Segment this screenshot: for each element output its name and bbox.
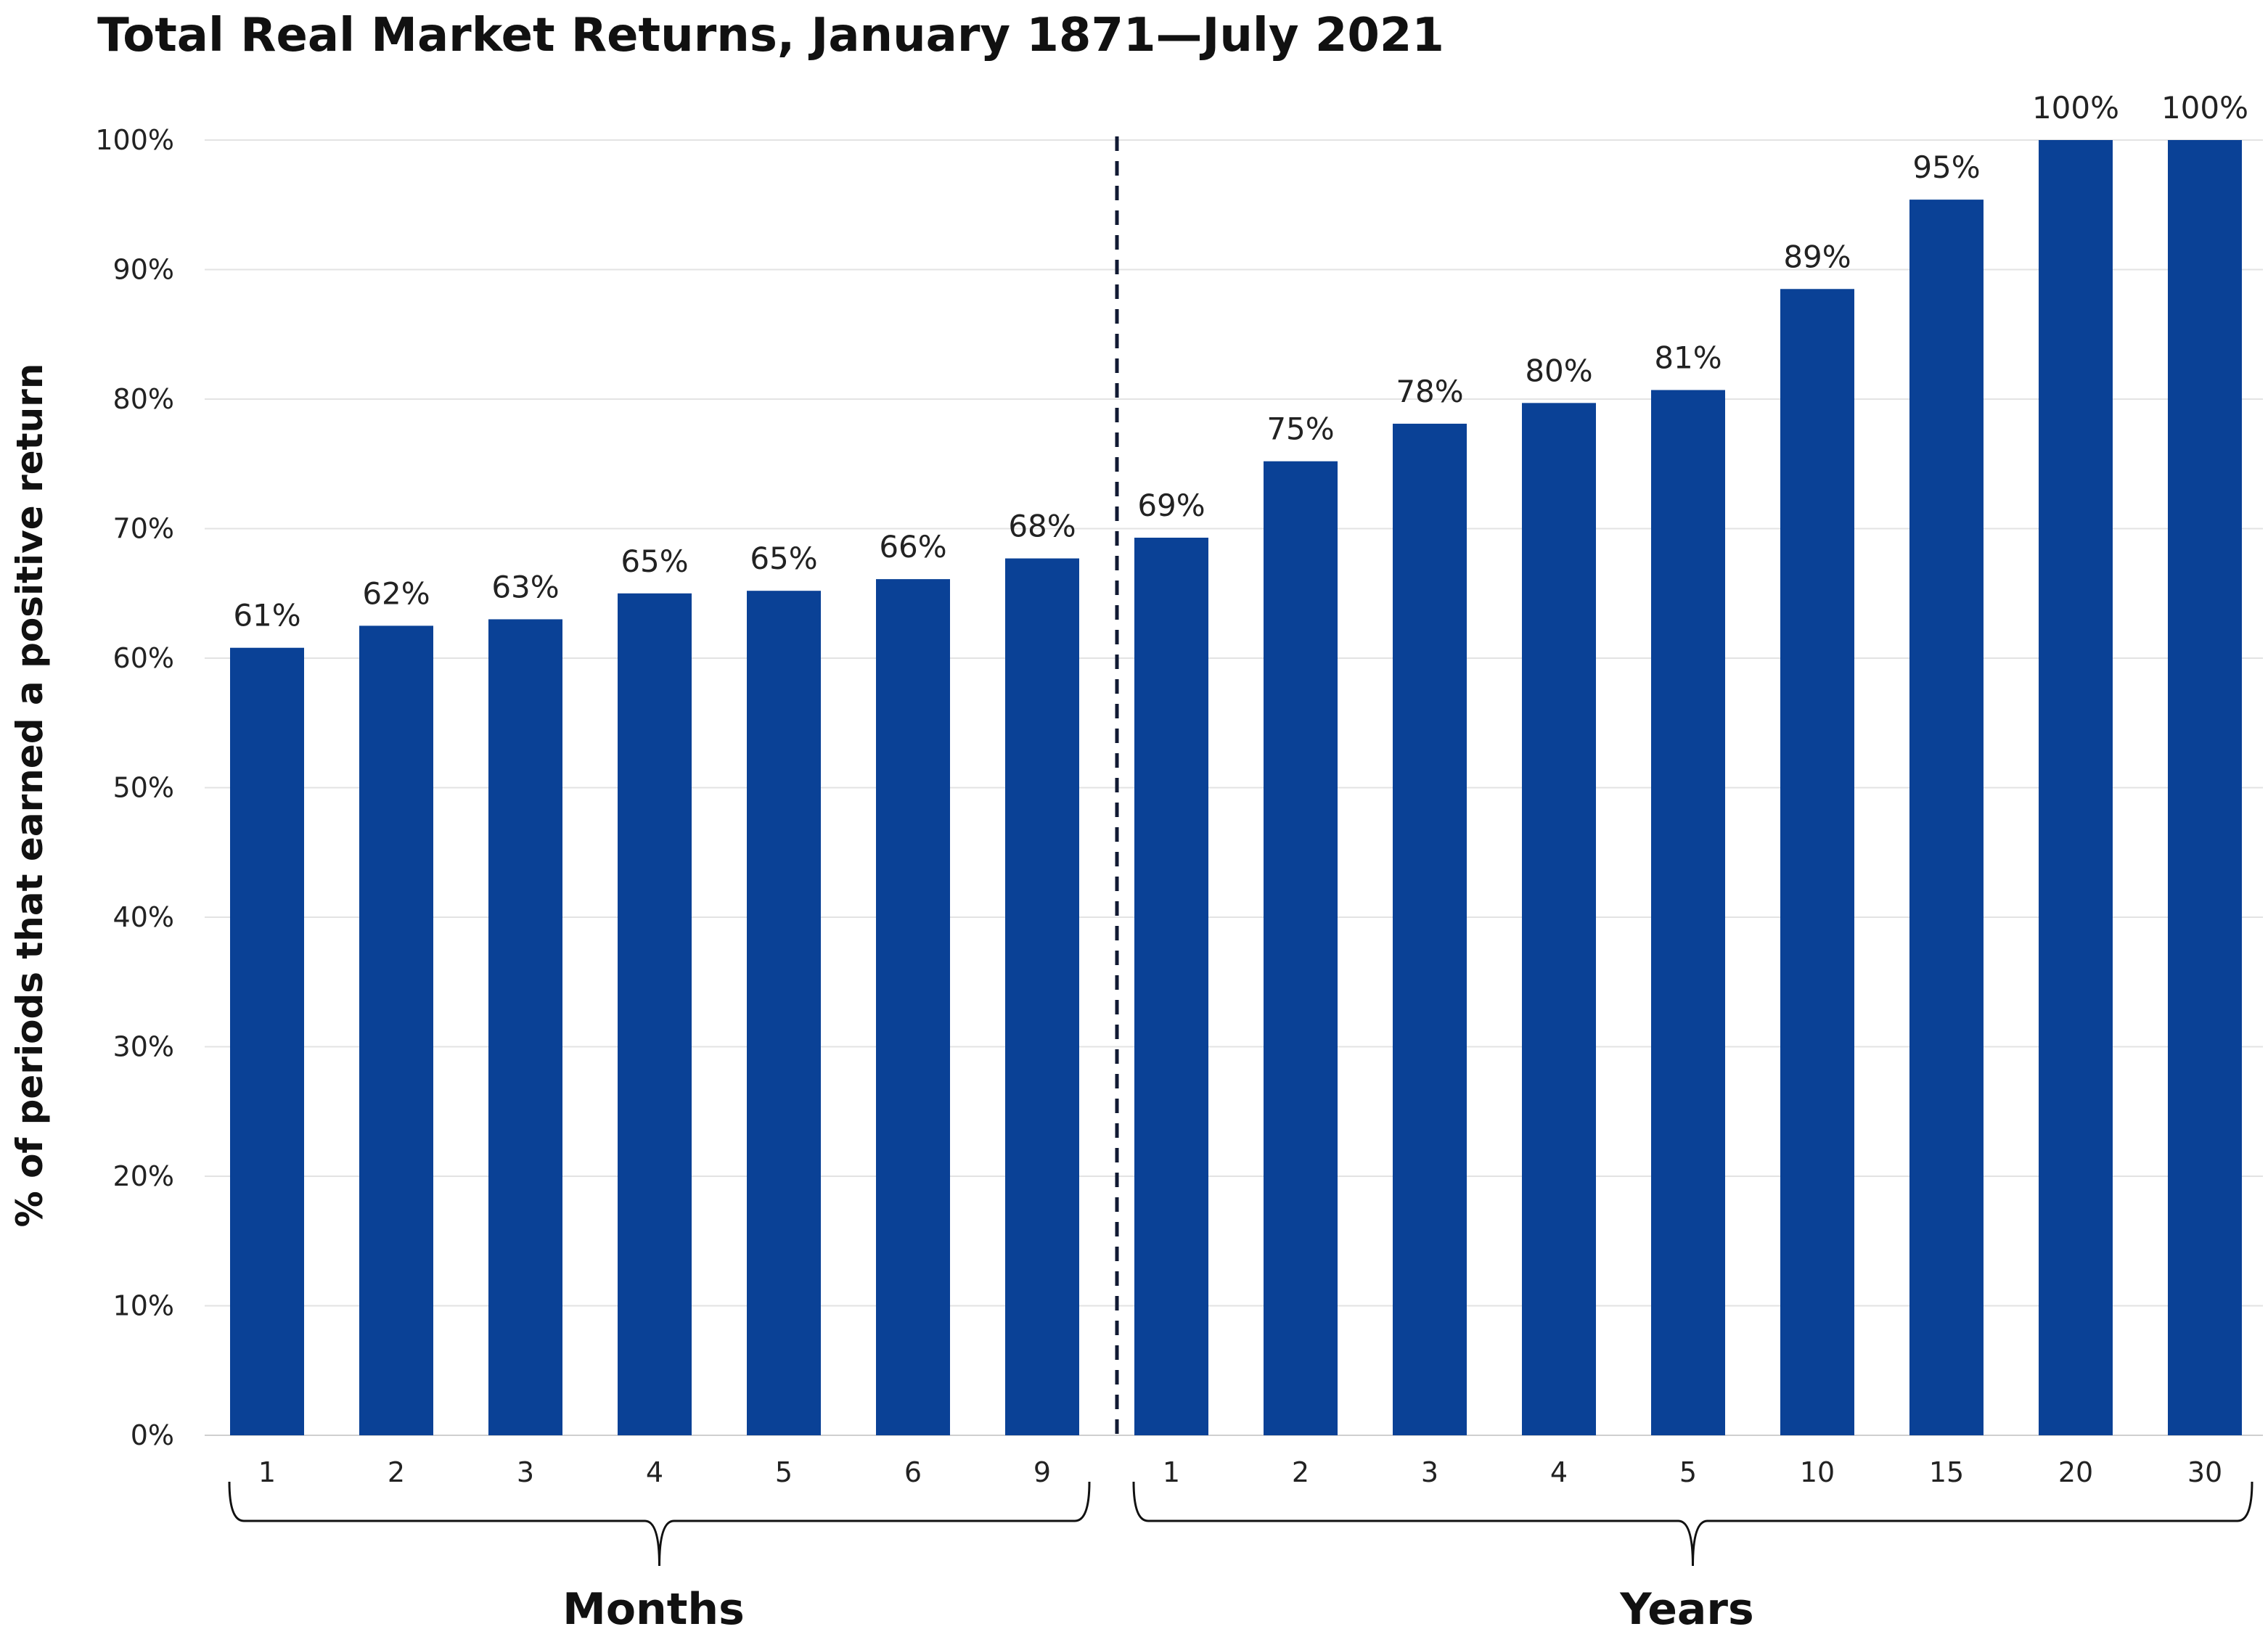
group-braces: [228, 1481, 2253, 1567]
x-tick-label: 2: [388, 1456, 405, 1488]
data-label: 78%: [1396, 374, 1463, 409]
group-labels: Months Years: [562, 1584, 1754, 1635]
bar: [488, 619, 562, 1436]
x-tick-label: 20: [2058, 1456, 2093, 1488]
group-brace: [1132, 1481, 2253, 1567]
data-label: 100%: [2161, 90, 2248, 126]
x-tick-label: 15: [1929, 1456, 1964, 1488]
group-label: Years: [1619, 1584, 1753, 1635]
x-tick-label: 4: [646, 1456, 663, 1488]
data-label: 65%: [621, 543, 688, 579]
data-label: 62%: [362, 575, 430, 611]
bar: [1393, 423, 1467, 1435]
y-tick-label: 90%: [113, 254, 174, 286]
bar: [1651, 390, 1725, 1435]
y-tick-label: 80%: [113, 383, 174, 415]
bars: [230, 140, 2242, 1436]
x-tick-label: 5: [775, 1456, 793, 1488]
bar: [1005, 558, 1079, 1436]
y-tick-label: 20%: [113, 1160, 174, 1192]
y-tick-label: 0%: [131, 1419, 174, 1451]
bar: [1134, 537, 1208, 1435]
x-axis-ticks: 1 2 3 4 5 6 9 1 2 3 4 5 10 15 20 30: [258, 1456, 2222, 1488]
x-tick-label: 4: [1550, 1456, 1568, 1488]
group-brace: [228, 1481, 1091, 1567]
data-label: 68%: [1008, 509, 1076, 544]
bar: [876, 579, 950, 1435]
x-tick-label: 6: [904, 1456, 922, 1488]
group-label: Months: [562, 1584, 745, 1635]
x-tick-label: 9: [1033, 1456, 1051, 1488]
data-labels: 61% 62% 63% 65% 65% 66% 68% 69% 75% 78% 80% 81% 89% 9…: [233, 90, 2248, 633]
bar: [747, 591, 821, 1436]
data-label: 63%: [491, 569, 559, 604]
data-label: 65%: [750, 541, 817, 576]
x-tick-label: 1: [1163, 1456, 1180, 1488]
data-label: 81%: [1654, 340, 1722, 376]
x-tick-label: 5: [1679, 1456, 1697, 1488]
x-tick-label: 2: [1292, 1456, 1309, 1488]
data-label: 75%: [1266, 411, 1334, 447]
bar: [1522, 403, 1596, 1435]
bar: [1264, 461, 1338, 1436]
y-axis-label: % of periods that earned a positive retu…: [9, 364, 51, 1228]
data-label: 100%: [2032, 90, 2119, 126]
y-axis-ticks: 0% 10% 20% 30% 40% 50% 60% 70% 80% 90% 100%: [95, 124, 174, 1451]
x-tick-label: 3: [517, 1456, 534, 1488]
data-label: 66%: [879, 529, 946, 565]
bar: [2168, 140, 2242, 1435]
x-tick-label: 30: [2187, 1456, 2222, 1488]
chart-title: Total Real Market Returns, January 1871—…: [97, 9, 1444, 62]
data-label: 80%: [1525, 353, 1592, 388]
data-label: 89%: [1783, 239, 1851, 274]
data-label: 69%: [1137, 488, 1205, 523]
bar: [230, 647, 304, 1435]
data-label: 95%: [1912, 149, 1980, 185]
bar: [359, 625, 433, 1435]
y-tick-label: 40%: [113, 901, 174, 933]
bar: [1780, 289, 1854, 1435]
y-tick-label: 30%: [113, 1031, 174, 1063]
bar: [1909, 200, 1984, 1435]
x-tick-label: 1: [258, 1456, 276, 1488]
bar: [618, 593, 692, 1435]
x-tick-label: 10: [1800, 1456, 1835, 1488]
x-tick-label: 3: [1421, 1456, 1438, 1488]
y-tick-label: 60%: [113, 642, 174, 674]
y-tick-label: 70%: [113, 513, 174, 545]
y-tick-label: 10%: [113, 1290, 174, 1322]
bar: [2039, 140, 2113, 1435]
y-tick-label: 50%: [113, 772, 174, 804]
data-label: 61%: [233, 598, 300, 633]
y-tick-label: 100%: [95, 124, 174, 156]
